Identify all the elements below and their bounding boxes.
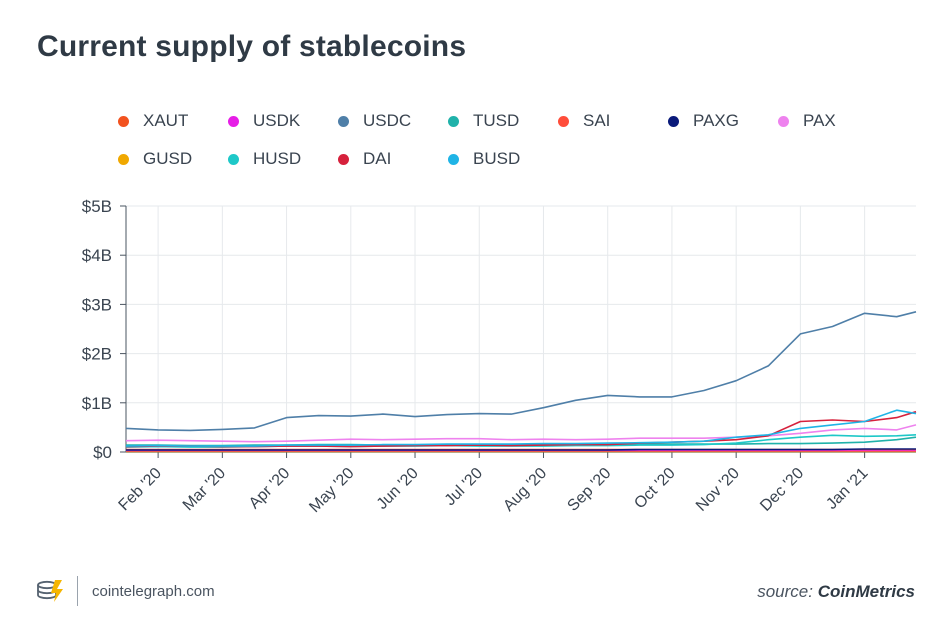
source-prefix: source:: [757, 582, 813, 601]
series-line-paxg: [126, 448, 916, 451]
x-tick-label: Jul '20: [442, 465, 486, 509]
legend-dot-icon: [118, 115, 129, 127]
x-tick-label: Feb '20: [116, 465, 165, 514]
x-tick-label: May '20: [306, 465, 357, 516]
legend-dot-icon: [118, 153, 129, 165]
x-tick-label: Aug '20: [500, 465, 550, 515]
legend-item-usdk[interactable]: USDK: [228, 111, 300, 131]
legend-item-sai[interactable]: SAI: [558, 111, 610, 131]
x-tick-label: Nov '20: [693, 465, 743, 515]
chart-title: Current supply of stablecoins: [37, 30, 467, 63]
x-tick-label: Mar '20: [180, 465, 229, 514]
source-name: CoinMetrics: [817, 582, 915, 601]
y-tick-label: $4B: [82, 246, 112, 265]
y-tick-label: $5B: [82, 197, 112, 216]
legend-item-usdc[interactable]: USDC: [338, 111, 411, 131]
legend-label: SAI: [583, 111, 611, 130]
legend-dot-icon: [778, 115, 789, 127]
x-tick-label: Jan '21: [823, 465, 871, 513]
brand-link[interactable]: cointelegraph.com: [92, 582, 215, 600]
x-tick-label: Dec '20: [757, 465, 807, 515]
legend-label: HUSD: [253, 149, 302, 168]
legend-item-xaut[interactable]: XAUT: [118, 111, 188, 131]
legend-dot-icon: [338, 153, 349, 165]
x-tick-label: Jun '20: [374, 465, 422, 513]
legend-item-dai[interactable]: DAI: [338, 149, 391, 169]
legend-dot-icon: [448, 115, 459, 127]
legend-label: BUSD: [473, 149, 521, 168]
legend-dot-icon: [448, 153, 459, 165]
source-credit: source: CoinMetrics: [757, 582, 915, 602]
footer-brand: cointelegraph.com: [35, 576, 215, 606]
series-line-pax: [125, 424, 917, 443]
cointelegraph-logo-icon: [37, 580, 63, 602]
x-tick-label: Oct '20: [631, 465, 679, 513]
legend-item-husd[interactable]: HUSD: [228, 149, 301, 169]
legend-item-pax[interactable]: PAX: [778, 111, 836, 131]
series-line-usdc: [125, 311, 917, 432]
series-line-busd: [125, 409, 917, 447]
legend-label: USDC: [363, 111, 412, 130]
legend-dot-icon: [338, 115, 349, 127]
legend-dot-icon: [558, 115, 569, 127]
legend-label: XAUT: [143, 111, 189, 130]
y-tick-label: $2B: [82, 345, 112, 364]
legend-label: DAI: [363, 149, 392, 168]
legend-dot-icon: [228, 153, 239, 165]
legend-label: PAXG: [693, 111, 739, 130]
legend-item-paxg[interactable]: PAXG: [668, 111, 739, 131]
brand-separator: [77, 576, 78, 606]
y-tick-label: $0: [93, 443, 112, 462]
legend-dot-icon: [668, 115, 679, 127]
legend-label: USDK: [253, 111, 301, 130]
legend-item-gusd[interactable]: GUSD: [118, 149, 192, 169]
y-tick-label: $1B: [82, 394, 112, 413]
legend-dot-icon: [228, 115, 239, 127]
legend-item-busd[interactable]: BUSD: [448, 149, 520, 169]
x-tick-label: Sep '20: [564, 465, 614, 515]
y-tick-label: $3B: [82, 295, 112, 314]
legend-item-tusd[interactable]: TUSD: [448, 111, 519, 131]
legend-label: GUSD: [143, 149, 193, 168]
legend-label: PAX: [803, 111, 836, 130]
legend-label: TUSD: [473, 111, 520, 130]
x-tick-label: Apr '20: [246, 465, 294, 513]
